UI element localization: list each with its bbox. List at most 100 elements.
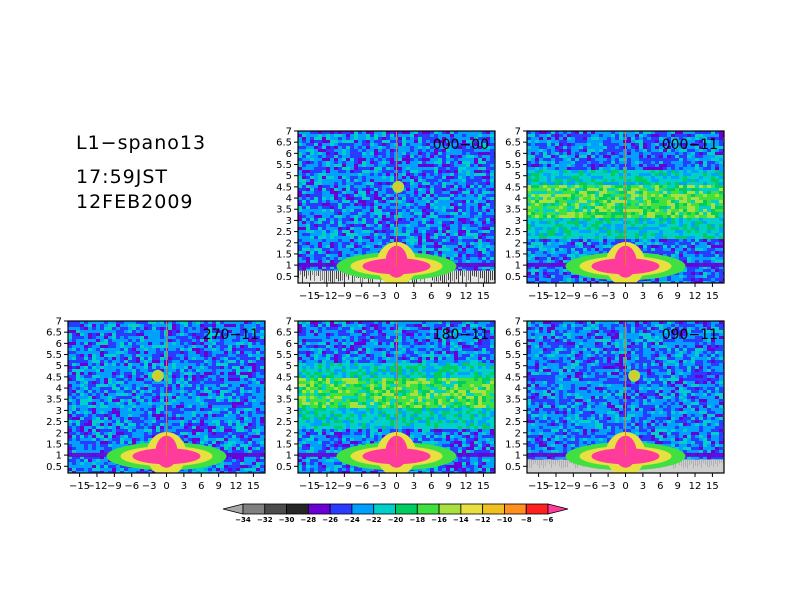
heatmap-field: [68, 321, 265, 473]
heatmap-field: [298, 321, 495, 473]
y-tick-label: 2: [515, 238, 521, 249]
y-tick-label: 2.5: [276, 417, 292, 428]
y-tick-label: 3: [286, 406, 292, 417]
x-tick-label: 3: [411, 481, 417, 492]
y-tick-label: 7: [515, 127, 521, 138]
y-tick-label: 2.5: [505, 227, 521, 238]
y-tick-label: 1.5: [276, 439, 292, 450]
y-tick-label: 5: [56, 361, 62, 372]
y-tick-label: 3: [515, 406, 521, 417]
x-tick-label: 12: [230, 481, 243, 492]
y-tick-label: 4.5: [46, 372, 62, 383]
y-tick-label: 4: [56, 384, 62, 395]
y-tick-label: 1.5: [46, 439, 62, 450]
x-tick-label: −15: [299, 291, 320, 302]
x-tick-label: −6: [583, 291, 598, 302]
colorbar-label: −20: [388, 516, 404, 524]
panel-090−11: 0.511.522.533.544.555.566.57−15−12 −9 −6 −3…: [505, 317, 725, 492]
colorbar-segment: [286, 503, 309, 515]
y-tick-label: 0.5: [276, 462, 292, 473]
x-tick-label: 15: [477, 481, 490, 492]
x-tick-label: −9: [337, 291, 352, 302]
y-tick-label: 3.5: [46, 395, 62, 406]
x-tick-label: 3: [411, 291, 417, 302]
y-tick-label: 0.5: [505, 272, 521, 283]
x-tick-label: −3: [601, 291, 616, 302]
panel-label: 000−11: [662, 137, 718, 153]
x-tick-label: −9: [337, 481, 352, 492]
y-tick-label: 1.5: [505, 439, 521, 450]
y-tick-label: 2.5: [46, 417, 62, 428]
x-tick-label: 0: [622, 291, 628, 302]
x-tick-label: 12: [460, 481, 473, 492]
x-tick-label: −15: [528, 481, 549, 492]
y-tick-label: 5.5: [46, 350, 62, 361]
panel-000−00: 0.511.522.533.544.555.566.57−15−12 −9 −6 −3…: [276, 127, 496, 302]
y-tick-label: 6.5: [276, 138, 292, 149]
colorbar-label: −28: [301, 516, 317, 524]
colorbar-segment: [242, 503, 266, 515]
x-tick-label: 0: [393, 291, 399, 302]
colorbar-label: −24: [344, 516, 360, 524]
y-tick-label: 4: [286, 384, 292, 395]
x-tick-label: −9: [566, 291, 581, 302]
x-tick-label: 6: [428, 481, 434, 492]
x-tick-label: −12: [545, 291, 566, 302]
colorbar-label: −26: [322, 516, 338, 524]
x-tick-label: −6: [354, 481, 369, 492]
y-tick-label: 4.5: [276, 182, 292, 193]
colorbar-label: −10: [497, 516, 513, 524]
x-tick-label: 15: [706, 481, 719, 492]
y-tick-label: 2.5: [505, 417, 521, 428]
y-tick-label: 4.5: [505, 372, 521, 383]
y-tick-label: 6.5: [505, 138, 521, 149]
panel-270−11: 0.511.522.533.544.555.566.57−15−12 −9 −6 −3…: [46, 317, 266, 492]
x-tick-label: 3: [640, 291, 646, 302]
y-tick-label: 6: [515, 339, 521, 350]
colorbar-segment: [373, 503, 396, 515]
y-tick-label: 5.5: [276, 160, 292, 171]
y-tick-label: 6.5: [276, 328, 292, 339]
panel-000−11: 0.511.522.533.544.555.566.57−15−12 −9 −6 −3…: [505, 127, 725, 302]
x-tick-label: 3: [640, 481, 646, 492]
x-tick-label: 6: [657, 291, 663, 302]
y-tick-label: 0.5: [276, 272, 292, 283]
y-tick-label: 5: [286, 171, 292, 182]
y-tick-label: 1: [515, 261, 521, 272]
colorbar-label: −14: [453, 516, 469, 524]
x-tick-label: 12: [460, 291, 473, 302]
y-tick-label: 3: [515, 216, 521, 227]
y-tick-label: 1.5: [505, 249, 521, 260]
panel-180−11: 0.511.522.533.544.555.566.57−15−12 −9 −6 −3…: [276, 317, 496, 492]
colorbar-label: −32: [257, 516, 273, 524]
y-tick-label: 2: [286, 428, 292, 439]
x-tick-label: −15: [69, 481, 90, 492]
y-tick-label: 7: [515, 317, 521, 328]
y-tick-label: 5.5: [505, 350, 521, 361]
y-tick-label: 6.5: [505, 328, 521, 339]
y-tick-label: 6: [286, 149, 292, 160]
colorbar-segment: [351, 503, 375, 515]
colorbar-segment: [504, 503, 527, 515]
y-tick-label: 5.5: [505, 160, 521, 171]
y-tick-label: 3.5: [505, 205, 521, 216]
y-tick-label: 7: [56, 317, 62, 328]
colorbar-segment: [525, 503, 549, 515]
x-tick-label: −3: [372, 481, 387, 492]
y-tick-label: 1: [515, 451, 521, 462]
y-tick-label: 2: [515, 428, 521, 439]
y-tick-label: 4: [515, 384, 521, 395]
x-tick-label: −6: [354, 291, 369, 302]
y-tick-label: 1: [286, 451, 292, 462]
x-tick-label: 9: [674, 481, 680, 492]
y-tick-label: 3: [286, 216, 292, 227]
x-tick-label: 0: [393, 481, 399, 492]
x-tick-label: −6: [583, 481, 598, 492]
x-tick-label: −9: [107, 481, 122, 492]
y-tick-label: 1: [286, 261, 292, 272]
colorbar-segment: [307, 503, 331, 515]
y-tick-label: 1.5: [276, 249, 292, 260]
colorbar-label: −34: [235, 516, 251, 524]
y-tick-label: 7: [286, 127, 292, 138]
